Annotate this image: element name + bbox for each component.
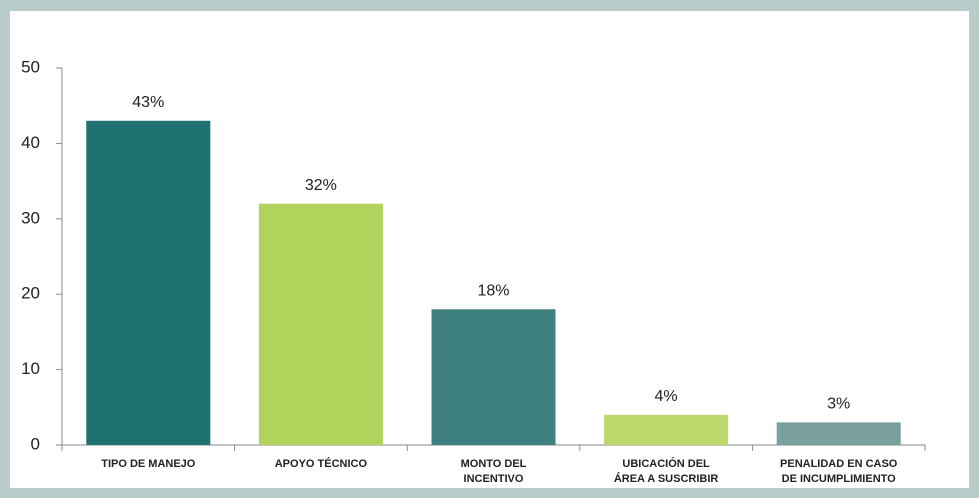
x-tick-label: UBICACIÓN DEL ÁREA A SUSCRIBIR — [613, 458, 719, 485]
chart: 0 10 20 30 40 50 43% 32% 18% 4% 3% — [21, 57, 926, 453]
bar — [258, 203, 383, 445]
y-tick-label: 50 — [21, 57, 40, 76]
x-tick-label: TIPO DE MANEJO — [101, 458, 196, 470]
value-label: 32% — [305, 177, 337, 194]
value-label: 18% — [477, 282, 509, 299]
bar — [776, 422, 901, 445]
bar — [431, 309, 556, 445]
x-tick-label: APOYO TÉCNICO — [274, 458, 368, 470]
value-label: 43% — [132, 94, 164, 111]
value-label: 3% — [827, 396, 850, 413]
y-tick-label: 30 — [21, 208, 40, 227]
y-tick-label: 40 — [21, 133, 40, 152]
x-tick-label: PENALIDAD EN CASO DE INCUMPLIMIENTO — [780, 458, 898, 485]
bar — [604, 414, 729, 445]
y-tick-label: 20 — [21, 284, 40, 303]
value-label: 4% — [655, 388, 678, 405]
bar — [86, 120, 211, 445]
y-tick-label: 10 — [21, 359, 40, 378]
x-tick-label: MONTO DEL INCENTIVO — [460, 458, 527, 485]
y-tick-label: 0 — [31, 434, 40, 453]
